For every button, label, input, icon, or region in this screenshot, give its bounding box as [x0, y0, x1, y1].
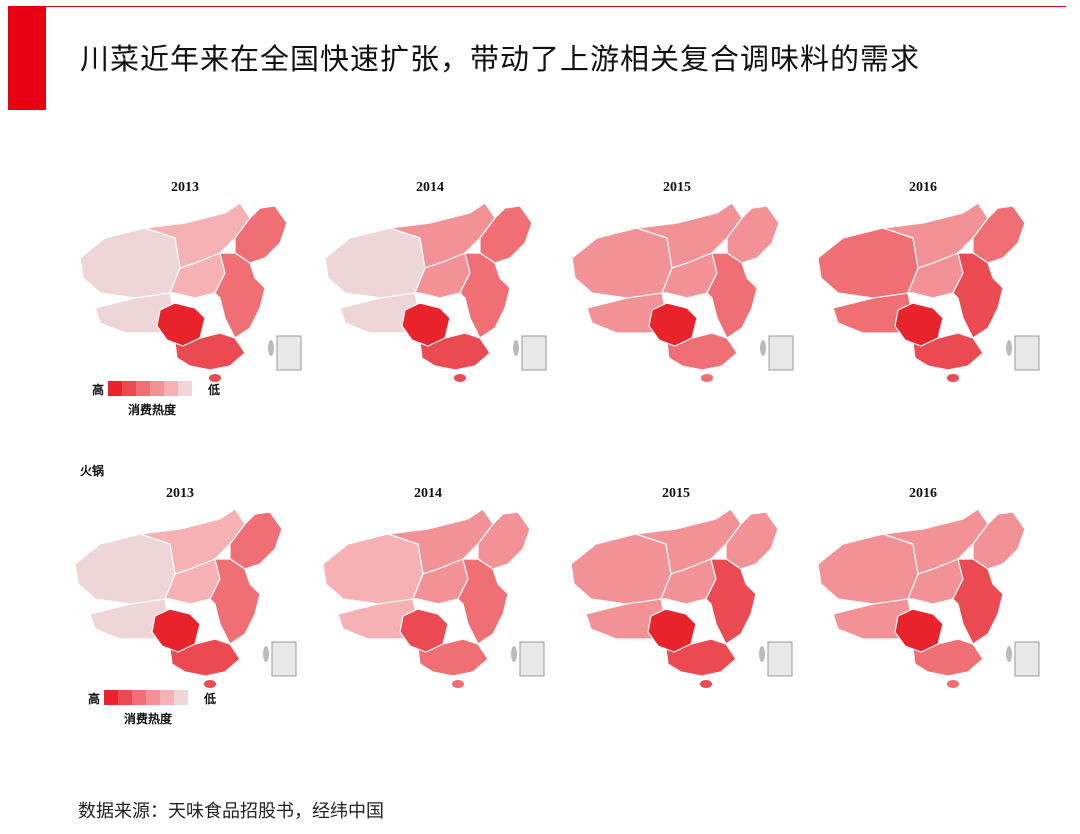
south-china-sea-inset: [767, 641, 793, 677]
region-taiwan: [263, 646, 269, 662]
region-hainan: [452, 680, 464, 688]
section-label-hotpot: 火锅: [80, 464, 105, 478]
legend-swatch: [178, 381, 192, 396]
south-china-sea-inset: [519, 641, 545, 677]
region-sichuan: [156, 302, 206, 347]
heatmap-map: 2015: [566, 486, 806, 688]
region-taiwan: [511, 646, 517, 662]
region-taiwan: [513, 340, 519, 356]
map-year-label: 2014: [414, 486, 442, 501]
legend-swatch: [160, 690, 174, 705]
region-east: [214, 252, 266, 339]
map-year-label: 2016: [909, 180, 937, 195]
region-sichuan: [401, 302, 451, 347]
legend-swatch: [164, 381, 178, 396]
region-hainan: [701, 374, 713, 382]
region-east: [706, 252, 758, 339]
legend-swatch: [136, 381, 150, 396]
map-year-label: 2014: [416, 180, 444, 195]
heatmap-map: 2013: [70, 486, 310, 688]
region-south: [169, 638, 241, 677]
region-hainan: [204, 680, 216, 688]
region-sichuan: [894, 608, 944, 653]
legend-low-label: 低: [208, 383, 221, 397]
region-hainan: [947, 680, 959, 688]
map-year-label: 2015: [663, 180, 691, 195]
region-sichuan: [647, 608, 697, 653]
region-hainan: [454, 374, 466, 382]
accent-bar: [8, 6, 46, 110]
region-south: [912, 332, 984, 371]
heatmap-map: 2015: [567, 180, 807, 382]
region-south: [417, 638, 489, 677]
region-sichuan: [151, 608, 201, 653]
legend-swatch: [104, 690, 118, 705]
region-south: [174, 332, 246, 371]
heatmap-map: 2014: [318, 486, 558, 688]
region-sichuan: [648, 302, 698, 347]
region-east: [209, 558, 261, 645]
region-hainan: [700, 680, 712, 688]
china-map: [324, 202, 547, 382]
south-china-sea-inset: [768, 335, 794, 371]
region-east: [457, 558, 509, 645]
source-note: 数据来源：天味食品招股书，经纬中国: [78, 801, 384, 822]
china-map: [571, 202, 794, 382]
region-south: [666, 332, 738, 371]
legend-swatch: [132, 690, 146, 705]
region-east: [952, 252, 1004, 339]
region-south: [912, 638, 984, 677]
south-china-sea-inset: [521, 335, 547, 371]
region-sichuan: [894, 302, 944, 347]
legend-caption: 消费热度: [128, 403, 177, 417]
region-east: [459, 252, 511, 339]
region-east: [705, 558, 757, 645]
region-taiwan: [1006, 340, 1012, 356]
china-map: [570, 508, 793, 688]
region-taiwan: [760, 340, 766, 356]
region-hainan: [209, 374, 221, 382]
heatmap-map: 2016: [813, 486, 1053, 688]
page-title: 川菜近年来在全国快速扩张，带动了上游相关复合调味料的需求: [80, 42, 921, 76]
legend-swatch: [122, 381, 136, 396]
region-taiwan: [759, 646, 765, 662]
legend-high-label: 高: [88, 692, 101, 706]
legend: 高 低 消费热度: [92, 379, 252, 419]
south-china-sea-inset: [1014, 641, 1040, 677]
map-year-label: 2016: [909, 486, 937, 501]
heatmap-map: 2016: [813, 180, 1053, 382]
region-taiwan: [268, 340, 274, 356]
south-china-sea-inset: [271, 641, 297, 677]
legend-high-label: 高: [92, 383, 105, 397]
region-hainan: [947, 374, 959, 382]
legend-low-label: 低: [204, 692, 217, 706]
heatmap-map: 2013: [75, 180, 315, 382]
legend-swatch: [146, 690, 160, 705]
region-south: [665, 638, 737, 677]
map-year-label: 2013: [171, 180, 199, 195]
legend-swatch: [174, 690, 188, 705]
china-map: [79, 202, 302, 382]
china-map: [322, 508, 545, 688]
region-south: [419, 332, 491, 371]
map-year-label: 2015: [662, 486, 690, 501]
region-taiwan: [1006, 646, 1012, 662]
heatmap-map: 2014: [320, 180, 560, 382]
legend-caption: 消费热度: [124, 712, 173, 726]
region-east: [952, 558, 1004, 645]
china-map: [817, 508, 1040, 688]
legend-swatch: [108, 381, 122, 396]
legend: 高 低 消费热度: [88, 688, 248, 728]
legend-swatch: [150, 381, 164, 396]
map-year-label: 2013: [166, 486, 194, 501]
top-rule: [46, 6, 1066, 7]
region-sichuan: [399, 608, 449, 653]
china-map: [817, 202, 1040, 382]
south-china-sea-inset: [276, 335, 302, 371]
legend-swatch: [118, 690, 132, 705]
legend-swatches: [108, 381, 192, 396]
china-map: [74, 508, 297, 688]
legend-swatches: [104, 690, 188, 705]
south-china-sea-inset: [1014, 335, 1040, 371]
